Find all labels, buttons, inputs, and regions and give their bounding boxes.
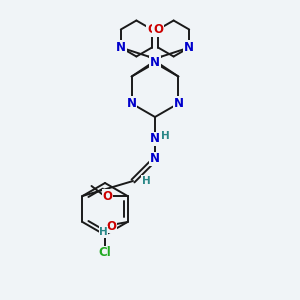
Text: H: H <box>160 131 169 141</box>
Text: O: O <box>106 220 116 232</box>
Text: N: N <box>173 97 183 110</box>
Text: O: O <box>147 23 157 36</box>
Text: N: N <box>127 97 136 110</box>
Text: N: N <box>116 41 126 54</box>
Text: O: O <box>153 23 163 36</box>
Text: N: N <box>150 133 160 146</box>
Text: Cl: Cl <box>99 247 111 260</box>
Text: O: O <box>103 190 112 202</box>
Text: H: H <box>99 227 108 237</box>
Text: N: N <box>150 152 160 166</box>
Text: N: N <box>184 41 194 54</box>
Text: N: N <box>150 56 160 70</box>
Text: H: H <box>142 176 150 186</box>
